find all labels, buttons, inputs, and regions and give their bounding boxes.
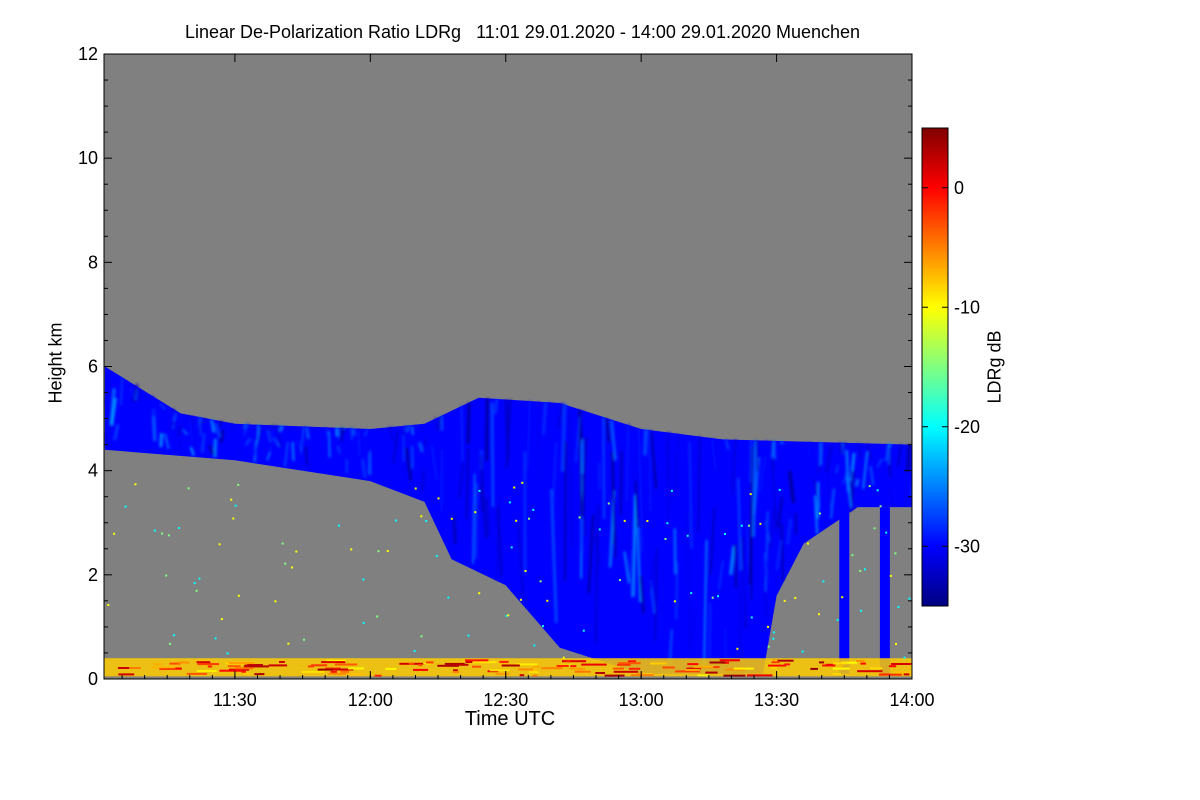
x-tick-label: 12:30: [483, 690, 528, 710]
colorbar-tick-label: -30: [954, 536, 980, 556]
y-tick-label: 8: [88, 252, 98, 272]
chart-title: Linear De-Polarization Ratio LDRg 11:01 …: [184, 22, 861, 42]
y-tick-label: 2: [88, 565, 98, 585]
colorbar-tick-label: -10: [954, 297, 980, 317]
x-tick-label: 13:30: [754, 690, 799, 710]
x-tick-label: 11:30: [213, 690, 257, 710]
colorbar-tick-label: -20: [954, 417, 980, 437]
x-axis-label: Time UTC: [464, 708, 556, 730]
y-tick-label: 6: [88, 357, 98, 377]
cloud-texture: [104, 376, 912, 670]
x-tick-label: 12:00: [348, 690, 393, 710]
y-tick-label: 10: [78, 148, 98, 168]
colorbar-tick-label: 0: [954, 178, 964, 198]
y-tick-label: 12: [78, 44, 98, 64]
near-ground-layer: [104, 658, 912, 677]
colorbar-gradient: [921, 127, 949, 607]
x-tick-label: 13:00: [619, 690, 664, 710]
fall-streak: [839, 507, 850, 674]
y-tick-label: 0: [88, 669, 98, 689]
fall-streak: [879, 507, 890, 674]
y-tick-label: 4: [88, 461, 98, 481]
x-tick-label: 14:00: [889, 690, 934, 710]
scattered-pixels: [107, 481, 912, 659]
